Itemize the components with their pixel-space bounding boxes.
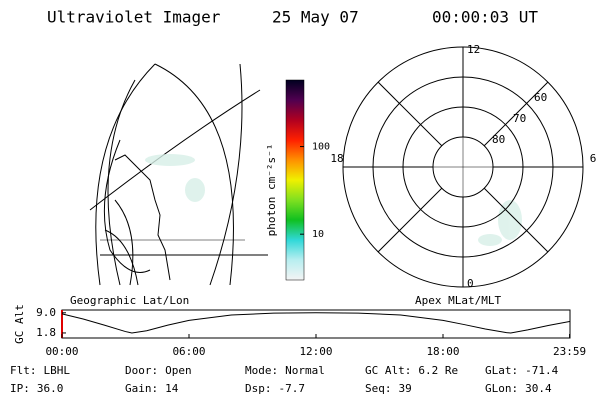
mlt-spoke bbox=[377, 81, 443, 147]
lat-label: 60 bbox=[534, 91, 547, 104]
x-tick-label: 23:59 bbox=[553, 345, 586, 358]
field-label: Door: bbox=[125, 364, 158, 377]
field-value: 36.0 bbox=[37, 382, 64, 395]
y-tick-label: 1.8 bbox=[36, 326, 56, 339]
field-label: IP: bbox=[10, 382, 30, 395]
mlt-spoke bbox=[483, 81, 549, 147]
instrument: Ultraviolet Imager bbox=[47, 8, 221, 27]
aurora-glow bbox=[145, 154, 522, 246]
mlt-label: 18 bbox=[330, 152, 343, 165]
field-label: Seq: bbox=[365, 382, 392, 395]
field-value: LBHL bbox=[44, 364, 71, 377]
mlt-label: 6 bbox=[590, 152, 597, 165]
mlt-spoke bbox=[377, 187, 443, 253]
timeline-ylabel: GC Alt bbox=[13, 304, 26, 344]
geo-label: Geographic Lat/Lon bbox=[70, 294, 189, 307]
field-value: Normal bbox=[285, 364, 325, 377]
field-label: GLon: bbox=[485, 382, 518, 395]
altitude-curve bbox=[61, 312, 570, 334]
x-tick-label: 06:00 bbox=[172, 345, 205, 358]
field-label: Dsp: bbox=[245, 382, 272, 395]
x-tick-label: 18:00 bbox=[426, 345, 459, 358]
field-value: 30.4 bbox=[525, 382, 552, 395]
lat-label: 70 bbox=[513, 112, 526, 125]
field-value: 39 bbox=[399, 382, 412, 395]
colorbar-label: photon cm⁻²s⁻¹ bbox=[265, 144, 278, 237]
colorbar bbox=[285, 79, 305, 281]
field-value: 6.2 Re bbox=[418, 364, 458, 377]
time: 00:00:03 UT bbox=[432, 8, 538, 27]
geo-map bbox=[89, 63, 268, 286]
polar-label: Apex MLat/MLT bbox=[415, 294, 501, 307]
colorbar-tick-label: 100 bbox=[312, 142, 330, 153]
field-label: GLat: bbox=[485, 364, 518, 377]
field-label: Gain: bbox=[125, 382, 158, 395]
field-value: -71.4 bbox=[525, 364, 558, 377]
mlt-spoke bbox=[483, 187, 549, 253]
mlt-label: 12 bbox=[467, 43, 480, 56]
field-value: -7.7 bbox=[279, 382, 306, 395]
mlt-label: 0 bbox=[467, 277, 474, 290]
field-value: Open bbox=[165, 364, 192, 377]
y-tick-label: 9.0 bbox=[36, 306, 56, 319]
x-tick-label: 00:00 bbox=[45, 345, 78, 358]
field-label: Mode: bbox=[245, 364, 278, 377]
lat-label: 80 bbox=[492, 133, 505, 146]
field-label: GC Alt: bbox=[365, 364, 411, 377]
x-tick-label: 12:00 bbox=[299, 345, 332, 358]
colorbar-tick-label: 10 bbox=[312, 229, 324, 240]
field-value: 14 bbox=[165, 382, 179, 395]
field-label: Flt: bbox=[10, 364, 37, 377]
date: 25 May 07 bbox=[272, 8, 359, 27]
